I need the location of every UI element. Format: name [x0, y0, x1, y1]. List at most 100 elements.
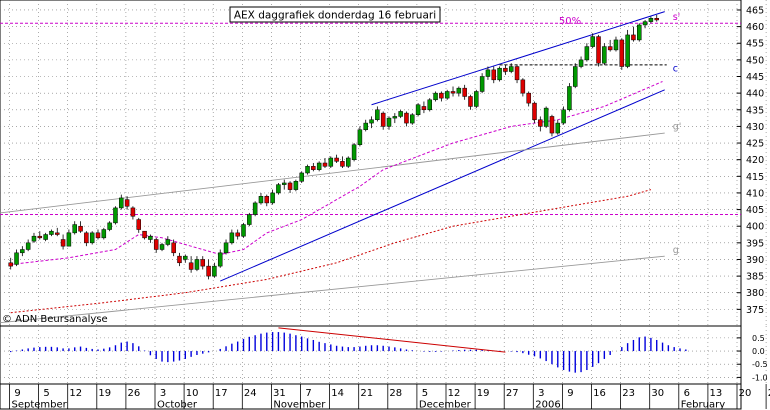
channel-lower-line — [220, 89, 665, 282]
price-tick-label: 405 — [746, 205, 764, 216]
price-axis: 375 380 385 390 395 400 405 410 415 420 425 430 435 4… — [737, 5, 764, 316]
candle-body — [229, 232, 235, 244]
long-trend-line-lower — [0, 255, 665, 324]
candle-body — [60, 239, 66, 247]
date-tick-label: 19 — [477, 388, 490, 399]
candle-body — [8, 262, 13, 267]
candle-body — [642, 21, 648, 26]
candle-body — [194, 259, 200, 270]
date-tick-label: 24 — [244, 388, 257, 399]
candle-body — [508, 66, 514, 72]
candle-body — [136, 219, 141, 230]
month-label: December — [419, 400, 472, 410]
price-tick-label: 460 — [746, 22, 764, 33]
candle-body — [514, 66, 520, 81]
date-tick-label: 14 — [331, 388, 344, 399]
candle-body — [555, 122, 561, 134]
candle-body — [549, 116, 555, 134]
candle-body — [241, 224, 246, 237]
month-label: September — [12, 400, 68, 410]
candle-body — [444, 91, 450, 99]
candle-body — [596, 36, 601, 64]
candle-body — [206, 265, 211, 277]
oscillator-tick-label: 0.0 — [752, 347, 765, 356]
candle-body — [619, 39, 625, 67]
date-tick-label: 3 — [160, 388, 166, 399]
candle-body — [188, 262, 194, 270]
moving-average-long — [10, 189, 652, 314]
channel-label: s' — [673, 12, 681, 23]
date-tick-label: 30 — [651, 388, 664, 399]
oscillator-tick-label: -0.5 — [752, 360, 768, 369]
oscillator-panel: 0.5 0.0 -0.5 -1.0 — [0, 325, 768, 385]
candle-body — [316, 162, 322, 170]
candle-body — [311, 166, 316, 170]
candle-body — [72, 224, 77, 234]
price-tick-label: 435 — [746, 105, 764, 116]
date-tick-label: 5 — [422, 388, 428, 399]
date-tick-label: 17 — [215, 388, 228, 399]
date-tick-label: 9 — [567, 388, 573, 399]
candle-body — [532, 102, 537, 121]
oscillator-axis: 0.5 0.0 -0.5 -1.0 — [737, 334, 768, 382]
candle-body — [398, 111, 403, 117]
date-tick-label: 5 — [43, 388, 49, 399]
candle-body — [25, 242, 31, 250]
candle-body — [351, 144, 357, 160]
candle-body — [526, 92, 531, 104]
date-tick-label: 16 — [593, 388, 606, 399]
candle-body — [613, 39, 619, 51]
candle-body — [543, 107, 549, 127]
date-tick-label: 6 — [684, 388, 690, 399]
candle-body — [474, 91, 479, 107]
candle-body — [55, 232, 60, 235]
candle-body — [49, 230, 54, 235]
date-axis: 9 5 12 19 26 3 10 17 24 31 7 14 21 28 5 12 19 27 3 9 16 23 30 6… — [0, 383, 770, 410]
candle-body — [654, 18, 659, 21]
candle-body — [392, 116, 398, 119]
oscillator-tick-label: -1.0 — [752, 373, 768, 382]
candle-body — [561, 109, 566, 124]
date-tick-label: 26 — [128, 388, 141, 399]
candle-body — [572, 66, 578, 87]
candle-body — [20, 249, 25, 254]
candle-body — [340, 161, 345, 167]
candle-body — [578, 59, 584, 67]
candle-body — [415, 104, 421, 116]
candle-body — [14, 252, 19, 265]
date-tick-label: 13 — [710, 388, 723, 399]
price-tick-label: 445 — [746, 72, 764, 83]
candle-body — [433, 92, 438, 101]
candle-body — [258, 196, 264, 204]
candle-body — [328, 157, 334, 167]
candle-body — [380, 112, 386, 127]
candle-body — [37, 235, 43, 239]
price-tick-label: 465 — [746, 5, 764, 16]
price-tick-label: 380 — [746, 288, 764, 299]
price-tick-label: 410 — [746, 188, 764, 199]
candle-body — [450, 91, 456, 94]
candle-body — [119, 197, 124, 209]
price-tick-label: 375 — [746, 305, 764, 316]
candle-body — [363, 122, 368, 130]
candle-body — [375, 109, 380, 121]
candle-body — [357, 129, 363, 145]
date-tick-label: 27 — [768, 388, 770, 399]
candle-body — [485, 69, 491, 77]
candle-body — [491, 69, 497, 81]
candle-body — [165, 239, 171, 245]
candle-body — [142, 230, 147, 239]
candle-body — [293, 181, 299, 190]
price-tick-label: 440 — [746, 89, 764, 100]
candle-body — [130, 207, 136, 217]
candle-body — [247, 214, 252, 225]
candle-body — [252, 202, 258, 215]
candle-body — [276, 184, 281, 194]
candle-body — [235, 232, 240, 237]
month-label: February — [681, 400, 725, 410]
candle-body — [159, 244, 165, 250]
candle-body — [43, 234, 48, 240]
candle-body — [217, 252, 223, 267]
candle-body — [602, 46, 607, 64]
